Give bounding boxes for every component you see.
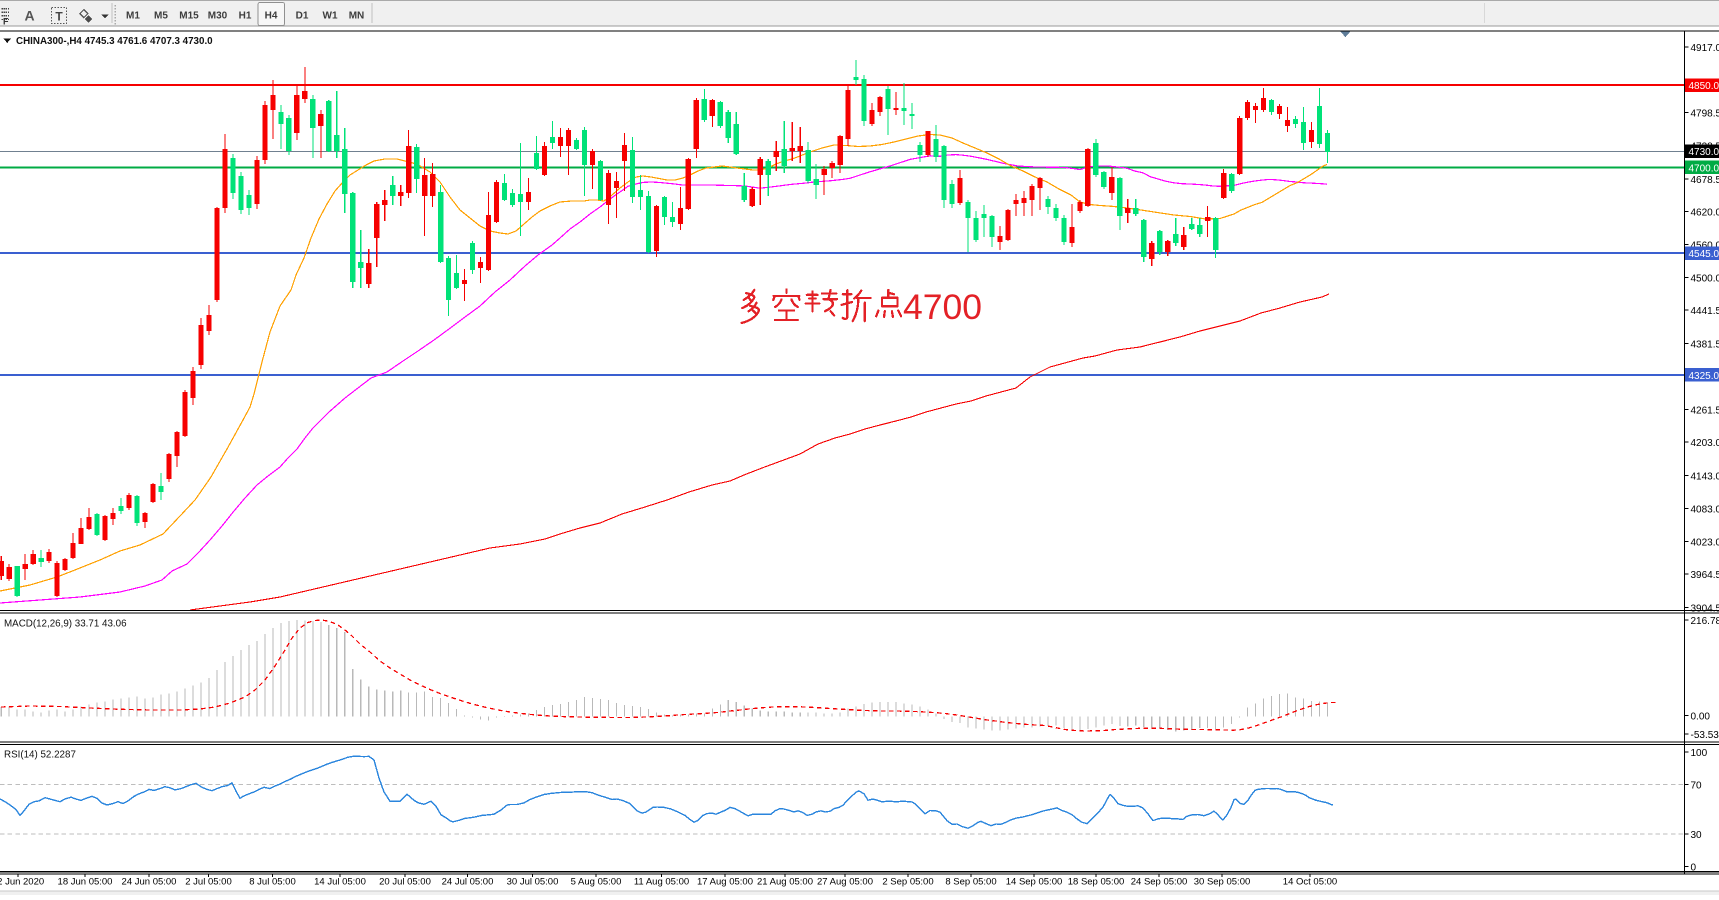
svg-text:4620.0: 4620.0 — [1691, 207, 1719, 218]
svg-text:M30: M30 — [208, 11, 228, 22]
svg-text:24 Sep 05:00: 24 Sep 05:00 — [1131, 877, 1188, 888]
svg-text:11 Aug 05:00: 11 Aug 05:00 — [634, 877, 689, 888]
svg-text:4325.0: 4325.0 — [1689, 371, 1719, 382]
svg-text:4730.0: 4730.0 — [1689, 147, 1719, 158]
svg-text:0.00: 0.00 — [1691, 712, 1711, 723]
svg-text:MACD(12,26,9) 33.71 43.06: MACD(12,26,9) 33.71 43.06 — [4, 619, 127, 630]
svg-text:4798.5: 4798.5 — [1691, 109, 1719, 120]
svg-text:4023.0: 4023.0 — [1691, 538, 1719, 549]
svg-text:8 Sep 05:00: 8 Sep 05:00 — [945, 877, 996, 888]
svg-text:A: A — [24, 8, 34, 24]
svg-text:F: F — [3, 17, 9, 27]
svg-text:216.78: 216.78 — [1691, 616, 1719, 627]
svg-text:3964.5: 3964.5 — [1691, 570, 1719, 581]
svg-text:4083.0: 4083.0 — [1691, 505, 1719, 516]
svg-text:12 Jun 2020: 12 Jun 2020 — [0, 877, 44, 888]
svg-text:100: 100 — [1691, 748, 1708, 759]
svg-text:D1: D1 — [296, 11, 309, 22]
svg-text:H4: H4 — [265, 11, 278, 22]
svg-text:H1: H1 — [239, 11, 252, 22]
svg-text:4261.5: 4261.5 — [1691, 406, 1719, 417]
svg-text:M5: M5 — [154, 11, 168, 22]
svg-text:-53.53: -53.53 — [1691, 730, 1719, 741]
svg-text:T: T — [55, 10, 63, 24]
svg-text:8 Jul 05:00: 8 Jul 05:00 — [249, 877, 295, 888]
svg-text:20 Jul 05:00: 20 Jul 05:00 — [379, 877, 431, 888]
svg-text:2 Jul 05:00: 2 Jul 05:00 — [185, 877, 231, 888]
svg-text:4441.5: 4441.5 — [1691, 306, 1719, 317]
svg-text:18 Sep 05:00: 18 Sep 05:00 — [1068, 877, 1125, 888]
svg-text:4678.5: 4678.5 — [1691, 175, 1719, 186]
svg-text:4850.0: 4850.0 — [1689, 81, 1719, 92]
svg-text:18 Jun 05:00: 18 Jun 05:00 — [58, 877, 113, 888]
svg-text:30: 30 — [1691, 830, 1703, 841]
svg-text:4545.0: 4545.0 — [1689, 249, 1719, 260]
svg-text:27 Aug 05:00: 27 Aug 05:00 — [817, 877, 873, 888]
svg-text:4143.0: 4143.0 — [1691, 471, 1719, 482]
svg-text:M15: M15 — [179, 11, 199, 22]
svg-text:14 Oct 05:00: 14 Oct 05:00 — [1283, 877, 1337, 888]
svg-text:4381.5: 4381.5 — [1691, 339, 1719, 350]
svg-text:3904.5: 3904.5 — [1691, 603, 1719, 614]
svg-text:4700.0: 4700.0 — [1689, 164, 1719, 175]
svg-text:4917.0: 4917.0 — [1691, 43, 1719, 54]
svg-text:70: 70 — [1691, 781, 1703, 792]
svg-text:24 Jun 05:00: 24 Jun 05:00 — [122, 877, 177, 888]
svg-text:2 Sep 05:00: 2 Sep 05:00 — [882, 877, 933, 888]
svg-text:RSI(14) 52.2287: RSI(14) 52.2287 — [4, 750, 76, 761]
svg-text:14 Sep 05:00: 14 Sep 05:00 — [1006, 877, 1063, 888]
svg-text:4500.0: 4500.0 — [1691, 274, 1719, 285]
svg-text:CHINA300-,H4 4745.3 4761.6 47: CHINA300-,H4 4745.3 4761.6 4707.3 4730.0 — [16, 36, 213, 47]
svg-text:M1: M1 — [126, 11, 140, 22]
svg-text:W1: W1 — [323, 11, 338, 22]
svg-text:0: 0 — [1691, 863, 1697, 874]
svg-text:4700: 4700 — [903, 287, 982, 327]
svg-text:5 Aug 05:00: 5 Aug 05:00 — [571, 877, 622, 888]
svg-text:30 Jul 05:00: 30 Jul 05:00 — [507, 877, 559, 888]
svg-text:30 Sep 05:00: 30 Sep 05:00 — [1194, 877, 1251, 888]
svg-text:17 Aug 05:00: 17 Aug 05:00 — [697, 877, 753, 888]
svg-text:24 Jul 05:00: 24 Jul 05:00 — [442, 877, 494, 888]
svg-text:21 Aug 05:00: 21 Aug 05:00 — [757, 877, 813, 888]
svg-text:14 Jul 05:00: 14 Jul 05:00 — [314, 877, 366, 888]
svg-text:4203.0: 4203.0 — [1691, 438, 1719, 449]
svg-text:MN: MN — [349, 11, 365, 22]
